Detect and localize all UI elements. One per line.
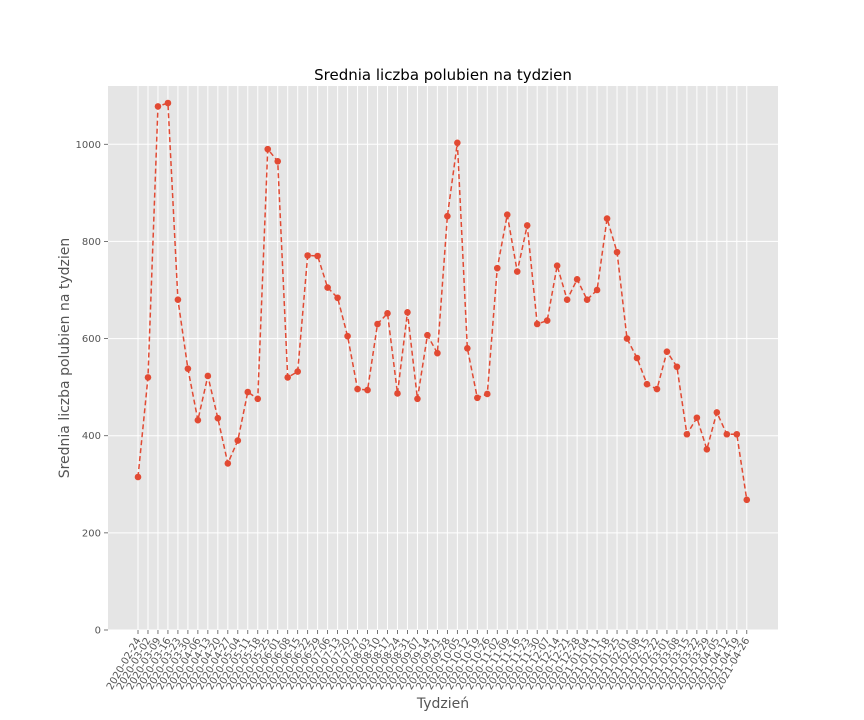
data-point — [454, 139, 461, 147]
data-point — [334, 294, 341, 302]
data-point — [234, 437, 242, 444]
data-point — [184, 365, 192, 372]
data-point — [484, 390, 491, 398]
data-point — [583, 296, 591, 304]
x-axis-label: Tydzień — [416, 696, 469, 712]
data-point — [553, 262, 561, 270]
data-point — [274, 157, 282, 165]
data-point — [653, 385, 661, 393]
data-point — [434, 349, 441, 357]
data-point — [613, 248, 621, 256]
data-point — [673, 363, 681, 371]
data-point — [543, 317, 551, 324]
data-point — [154, 103, 162, 110]
data-point — [593, 286, 601, 294]
plot-area — [108, 86, 778, 630]
data-point — [573, 276, 581, 283]
y-tick-label: 200 — [82, 528, 101, 539]
data-point — [703, 446, 711, 453]
data-point — [324, 284, 331, 291]
y-axis-label: Srednia liczba polubien na tydzien — [57, 238, 73, 479]
data-point — [144, 374, 152, 381]
data-point — [194, 416, 202, 424]
data-point — [723, 430, 731, 438]
data-point — [474, 394, 481, 402]
data-point — [523, 222, 531, 229]
data-point — [364, 386, 371, 394]
data-point — [683, 430, 691, 438]
data-point — [394, 390, 401, 397]
chart-title: Srednia liczba polubien na tydzien — [314, 66, 572, 84]
data-point — [713, 409, 721, 416]
data-point — [244, 388, 252, 396]
data-point — [254, 395, 262, 403]
data-point — [633, 354, 641, 362]
data-point — [354, 385, 361, 393]
data-point — [743, 496, 751, 504]
y-tick-label: 600 — [82, 334, 101, 345]
data-point — [404, 309, 411, 316]
data-point — [164, 99, 172, 107]
data-point — [623, 335, 631, 342]
gridlines — [108, 86, 778, 631]
data-point — [134, 473, 142, 481]
series-line — [137, 101, 748, 500]
data-points — [134, 99, 751, 504]
data-point — [264, 145, 272, 153]
data-point — [414, 395, 421, 403]
data-point — [563, 296, 571, 304]
data-point — [643, 380, 651, 388]
data-point — [344, 332, 351, 340]
data-point — [444, 212, 451, 220]
data-point — [424, 331, 431, 339]
data-point — [204, 372, 212, 380]
data-point — [224, 460, 232, 467]
data-point — [174, 296, 182, 304]
data-point — [464, 344, 471, 352]
y-axis-ticks: 0 200 400 600 800 1000 — [76, 140, 108, 637]
x-axis-ticks: 2020-02-242020-03-022020-03-092020-03-16… — [105, 630, 752, 692]
y-tick-label: 400 — [82, 431, 101, 442]
data-point — [503, 211, 511, 219]
data-point — [374, 320, 381, 328]
data-point — [533, 320, 541, 328]
data-point — [384, 310, 391, 317]
data-point — [304, 252, 311, 259]
data-point — [663, 348, 671, 355]
y-tick-label: 800 — [82, 237, 101, 248]
data-point — [214, 414, 222, 422]
data-point — [693, 414, 701, 422]
data-point — [493, 264, 501, 272]
data-point — [284, 374, 292, 381]
data-point — [294, 368, 301, 375]
data-point — [603, 215, 611, 222]
data-point — [314, 252, 321, 260]
y-tick-label: 1000 — [76, 140, 101, 151]
data-point — [733, 430, 741, 438]
y-tick-label: 0 — [95, 626, 101, 637]
data-point — [513, 268, 521, 275]
